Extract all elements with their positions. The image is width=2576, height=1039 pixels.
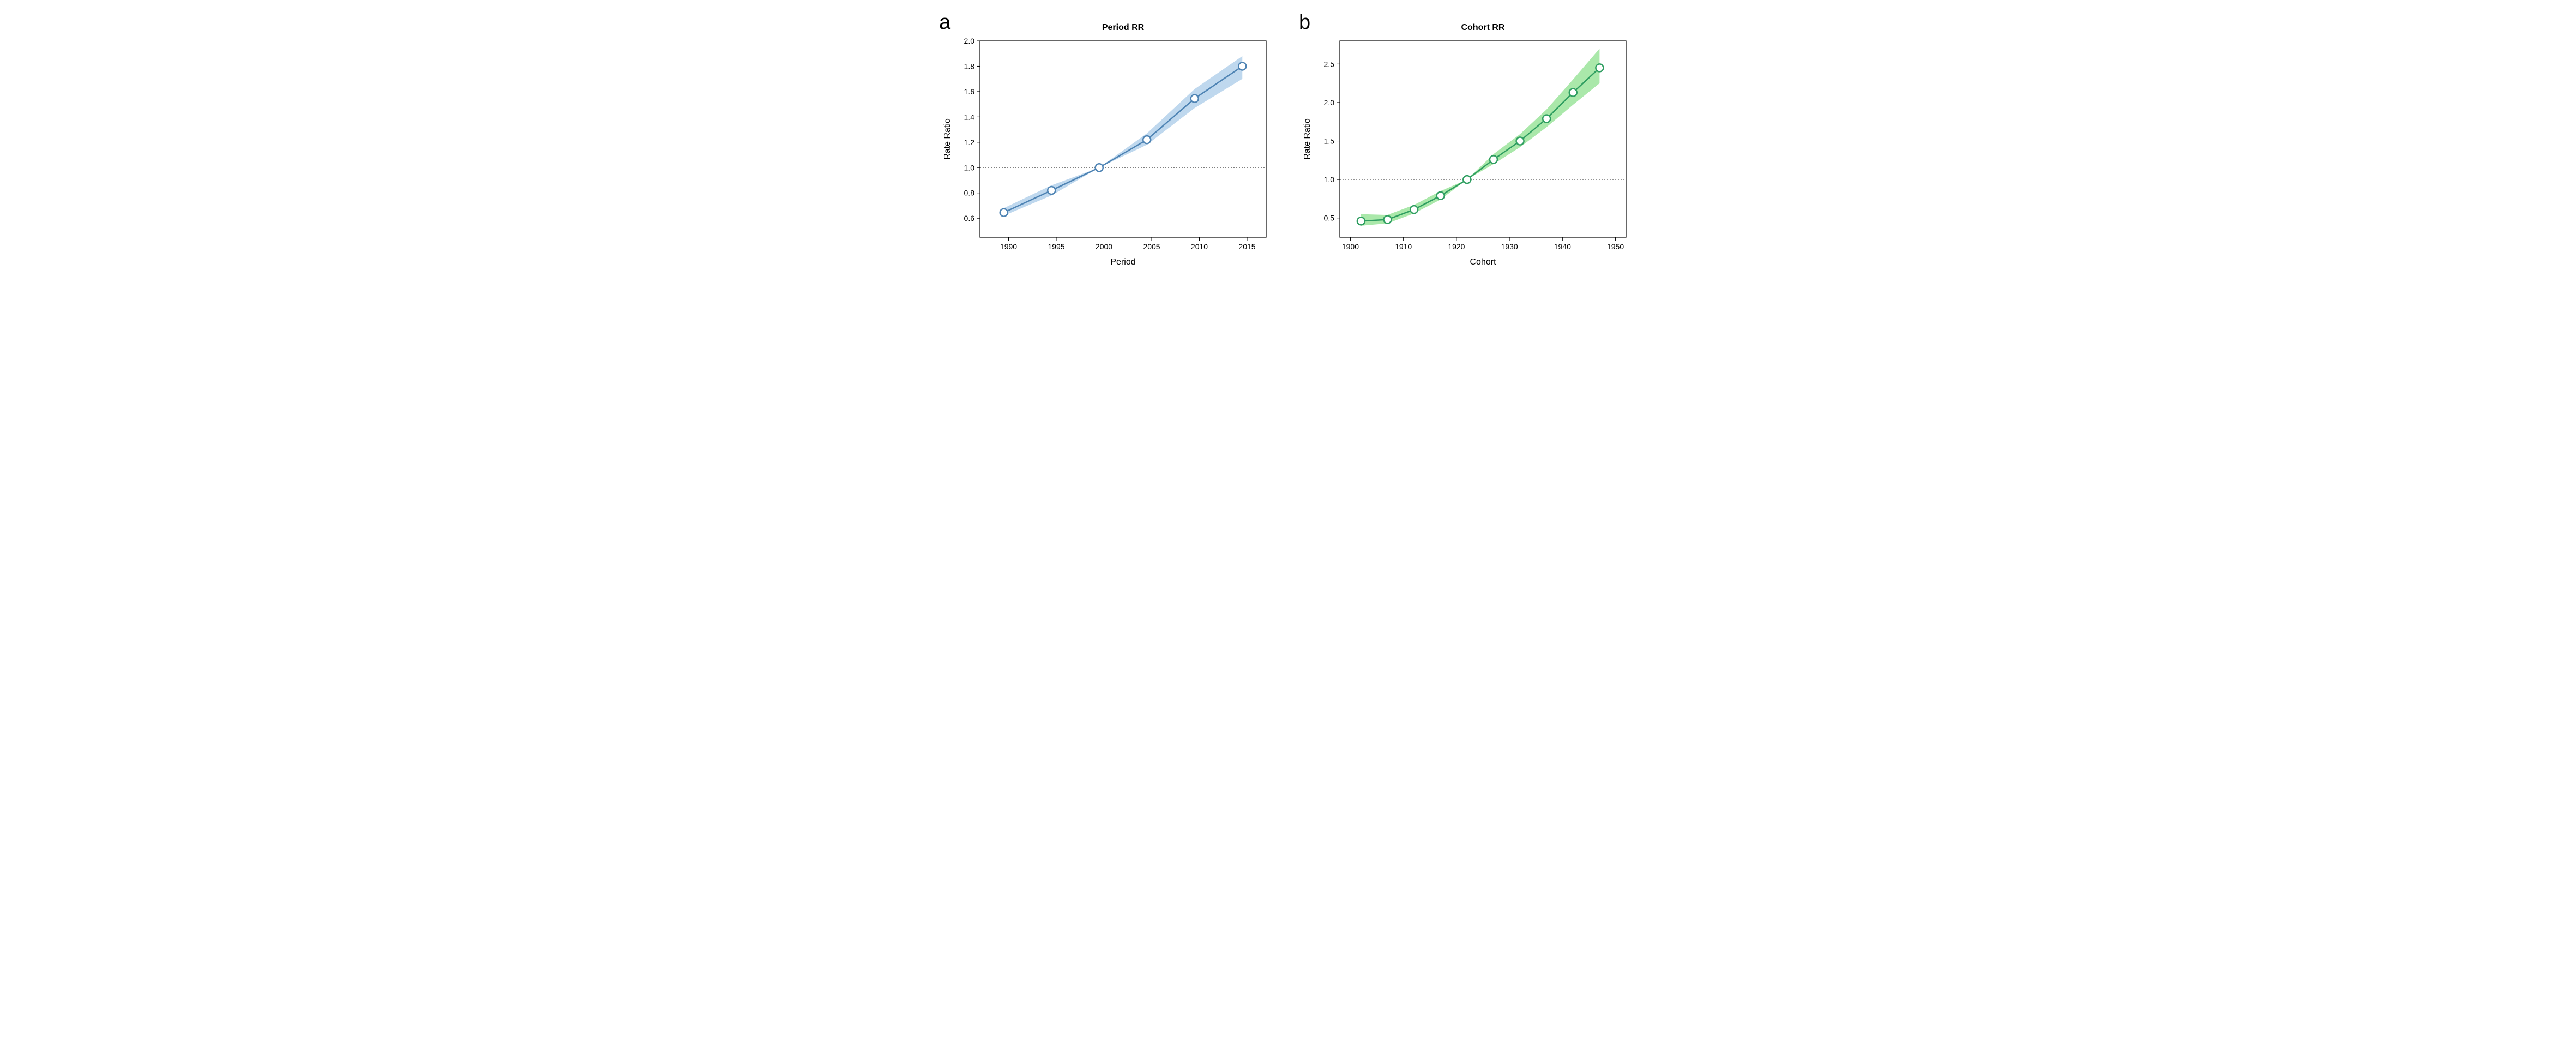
y-tick-label: 1.8 bbox=[964, 62, 975, 70]
x-tick-label: 1900 bbox=[1342, 242, 1359, 251]
x-tick-label: 1990 bbox=[1000, 242, 1017, 251]
x-tick-label: 2010 bbox=[1191, 242, 1208, 251]
data-point bbox=[1238, 62, 1246, 70]
y-tick-label: 0.6 bbox=[964, 214, 975, 223]
y-tick-label: 1.2 bbox=[964, 138, 975, 147]
y-axis-label: Rate Ratio bbox=[943, 118, 952, 160]
y-tick-label: 1.5 bbox=[1324, 137, 1335, 146]
y-tick-label: 1.0 bbox=[964, 163, 975, 172]
data-point bbox=[1000, 209, 1008, 217]
panel-letter-a: a bbox=[939, 11, 950, 34]
data-point bbox=[1490, 155, 1497, 163]
y-tick-label: 2.5 bbox=[1324, 59, 1335, 68]
data-point bbox=[1569, 89, 1577, 97]
chart-title: Period RR bbox=[1102, 23, 1145, 32]
panel-letter-b: b bbox=[1299, 11, 1310, 34]
y-tick-label: 2.0 bbox=[1324, 98, 1335, 107]
chart-title: Cohort RR bbox=[1461, 23, 1505, 32]
figure-row: a Period RR 1990 1995 2000 2005 2010 2015 0.6 0.… bbox=[11, 11, 2565, 273]
x-axis-label: Cohort bbox=[1470, 257, 1496, 267]
data-point bbox=[1096, 164, 1103, 171]
x-tick-label: 1930 bbox=[1501, 242, 1518, 251]
confidence-band bbox=[1361, 49, 1600, 226]
x-tick-label: 2005 bbox=[1143, 242, 1160, 251]
chart-b: Cohort RR 1900 1910 1920 1930 1940 1950 0.5 1.0 1… bbox=[1299, 11, 1637, 273]
y-axis-label: Rate Ratio bbox=[1303, 118, 1312, 160]
data-point bbox=[1191, 95, 1199, 103]
x-tick-label: 2015 bbox=[1238, 242, 1255, 251]
data-point bbox=[1048, 187, 1055, 194]
x-tick-label: 1940 bbox=[1554, 242, 1571, 251]
data-point bbox=[1143, 136, 1151, 143]
confidence-band bbox=[1004, 56, 1243, 216]
x-tick-label: 1920 bbox=[1448, 242, 1465, 251]
panel-b: b Cohort RR 1900 1910 1920 1930 1940 1950 0.5 1.… bbox=[1299, 11, 1637, 273]
panel-a: a Period RR 1990 1995 2000 2005 2010 2015 0.6 0.… bbox=[939, 11, 1277, 273]
y-tick-label: 1.6 bbox=[964, 87, 975, 96]
x-tick-label: 1950 bbox=[1607, 242, 1624, 251]
y-tick-label: 1.4 bbox=[964, 112, 975, 121]
y-tick-label: 1.0 bbox=[1324, 175, 1335, 184]
data-point bbox=[1437, 192, 1445, 200]
data-point bbox=[1410, 206, 1418, 213]
x-tick-label: 1995 bbox=[1048, 242, 1064, 251]
chart-a: Period RR 1990 1995 2000 2005 2010 2015 0.6 0.8 1… bbox=[939, 11, 1277, 273]
data-point bbox=[1543, 115, 1550, 123]
x-tick-label: 1910 bbox=[1395, 242, 1412, 251]
data-point bbox=[1384, 216, 1392, 224]
y-tick-label: 0.5 bbox=[1324, 214, 1335, 223]
x-axis-label: Period bbox=[1110, 257, 1135, 267]
data-point bbox=[1516, 137, 1524, 145]
data-point bbox=[1463, 176, 1471, 183]
y-tick-label: 0.8 bbox=[964, 189, 975, 197]
y-tick-label: 2.0 bbox=[964, 37, 975, 45]
data-point bbox=[1596, 64, 1603, 71]
data-point bbox=[1357, 217, 1365, 225]
x-tick-label: 2000 bbox=[1096, 242, 1112, 251]
